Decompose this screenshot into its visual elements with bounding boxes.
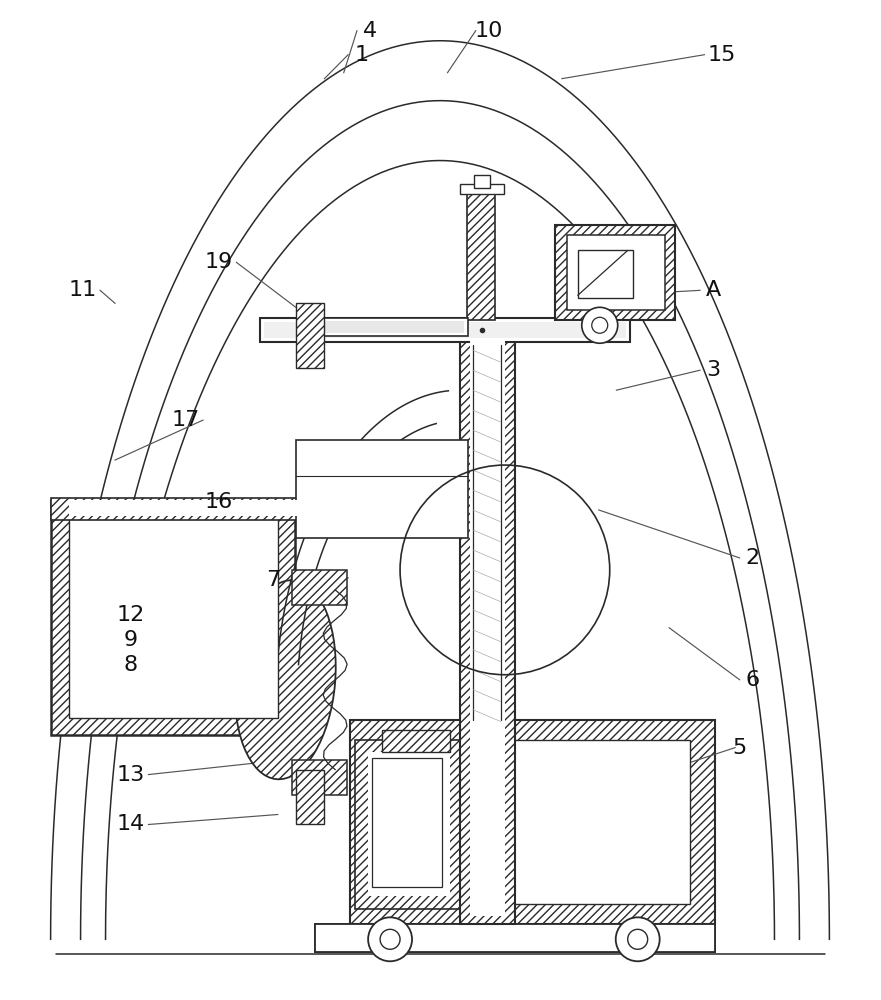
Bar [50,500,295,735]
Bar [320,318,468,336]
Bar [315,924,714,952]
Bar [460,184,504,194]
Bar [578,250,633,298]
Circle shape [368,917,412,961]
Text: 12: 12 [117,605,145,625]
Bar [474,175,490,188]
Circle shape [592,317,608,333]
Bar [260,318,630,342]
Bar [467,190,495,320]
Text: 10: 10 [475,21,503,41]
Ellipse shape [234,580,336,779]
Circle shape [627,929,648,949]
Bar [566,235,664,310]
Bar [460,330,515,924]
Text: 15: 15 [707,45,737,65]
Bar [382,730,450,752]
Text: 19: 19 [204,252,233,272]
Bar [355,740,460,909]
Text: 2: 2 [745,548,759,568]
Bar [292,760,347,795]
Text: 3: 3 [706,360,721,380]
Text: 4: 4 [363,21,377,41]
Text: 5: 5 [732,738,747,758]
Text: 6: 6 [745,670,759,690]
Bar [69,516,278,718]
Bar [375,740,690,904]
Bar [372,758,442,887]
Text: 8: 8 [124,655,138,675]
Bar [296,303,324,368]
Text: 11: 11 [69,280,97,300]
Bar [555,225,675,320]
Bar [368,752,450,896]
Text: A: A [706,280,721,300]
Bar [350,720,714,924]
Text: 7: 7 [266,570,280,590]
Text: 16: 16 [204,492,233,512]
Text: 1: 1 [354,45,368,65]
Bar [296,770,324,824]
Bar [324,321,464,333]
Bar [292,570,347,605]
Text: 9: 9 [124,630,138,650]
Circle shape [380,929,400,949]
Text: 17: 17 [171,410,199,430]
Circle shape [581,307,618,343]
Bar [264,322,626,338]
Bar [50,498,440,520]
Text: 13: 13 [117,765,145,785]
Circle shape [616,917,660,961]
Bar [69,500,440,516]
Bar [296,440,468,538]
Bar [375,740,690,904]
Text: 14: 14 [117,814,145,834]
Bar [470,338,505,916]
